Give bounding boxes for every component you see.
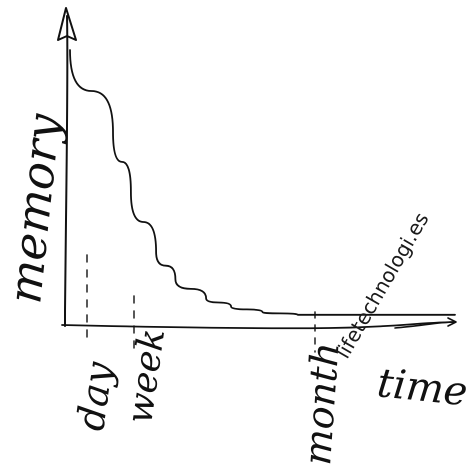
watermark-text: lifetechnologi.es <box>331 208 434 362</box>
x-axis-label: time <box>375 360 470 415</box>
memory-decay-curve <box>69 49 456 316</box>
week-label: week <box>119 326 173 426</box>
day-label: day <box>68 359 121 433</box>
y-axis-line <box>64 15 69 327</box>
y-axis-arrowhead <box>57 7 77 41</box>
x-axis-line <box>61 321 456 330</box>
y-axis-label: memory <box>0 110 71 306</box>
month-label: month <box>295 341 347 467</box>
x-axis-arrowhead <box>394 317 457 329</box>
